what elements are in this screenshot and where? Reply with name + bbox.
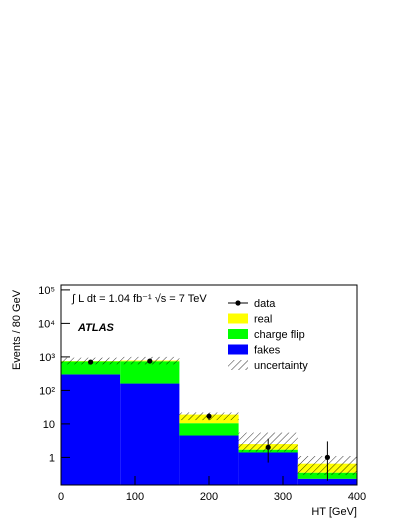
data-point [265, 444, 271, 450]
legend-marker [235, 300, 241, 306]
legend-swatch [228, 329, 248, 339]
y-tick-label: 10⁵ [38, 285, 55, 297]
legend-label: real [254, 314, 272, 326]
y-tick-label: 10 [43, 419, 55, 431]
y-tick-label: 10³ [39, 352, 55, 364]
data-point [147, 358, 153, 364]
x-tick-label: 0 [58, 491, 64, 503]
bar [297, 478, 357, 485]
data-point [88, 359, 94, 365]
x-axis-label: HT [GeV] [311, 506, 357, 518]
x-tick-label: 200 [200, 491, 218, 503]
bar [120, 361, 180, 384]
annotation: ∫ L dt = 1.04 fb⁻¹ √s = 7 TeV [71, 293, 207, 305]
y-tick-label: 10² [39, 385, 55, 397]
annotation: ATLAS [77, 322, 115, 334]
x-tick-label: 300 [274, 491, 292, 503]
data-point [206, 413, 212, 419]
legend-label: charge flip [254, 329, 305, 341]
bar [120, 383, 180, 485]
y-tick-label: 1 [49, 452, 55, 464]
bar [61, 361, 121, 375]
bar [179, 423, 239, 436]
y-axis-label: Events / 80 GeV [11, 289, 23, 370]
legend-swatch [228, 360, 248, 370]
legend-label: fakes [254, 345, 281, 357]
legend-swatch [228, 313, 248, 324]
legend-swatch [228, 344, 248, 355]
x-tick-label: 100 [126, 491, 144, 503]
legend-label: uncertainty [254, 360, 308, 372]
data-point [324, 454, 330, 460]
y-tick-label: 10⁴ [38, 318, 55, 330]
bar [61, 374, 121, 485]
legend-label: data [254, 298, 276, 310]
x-tick-label: 400 [348, 491, 366, 503]
